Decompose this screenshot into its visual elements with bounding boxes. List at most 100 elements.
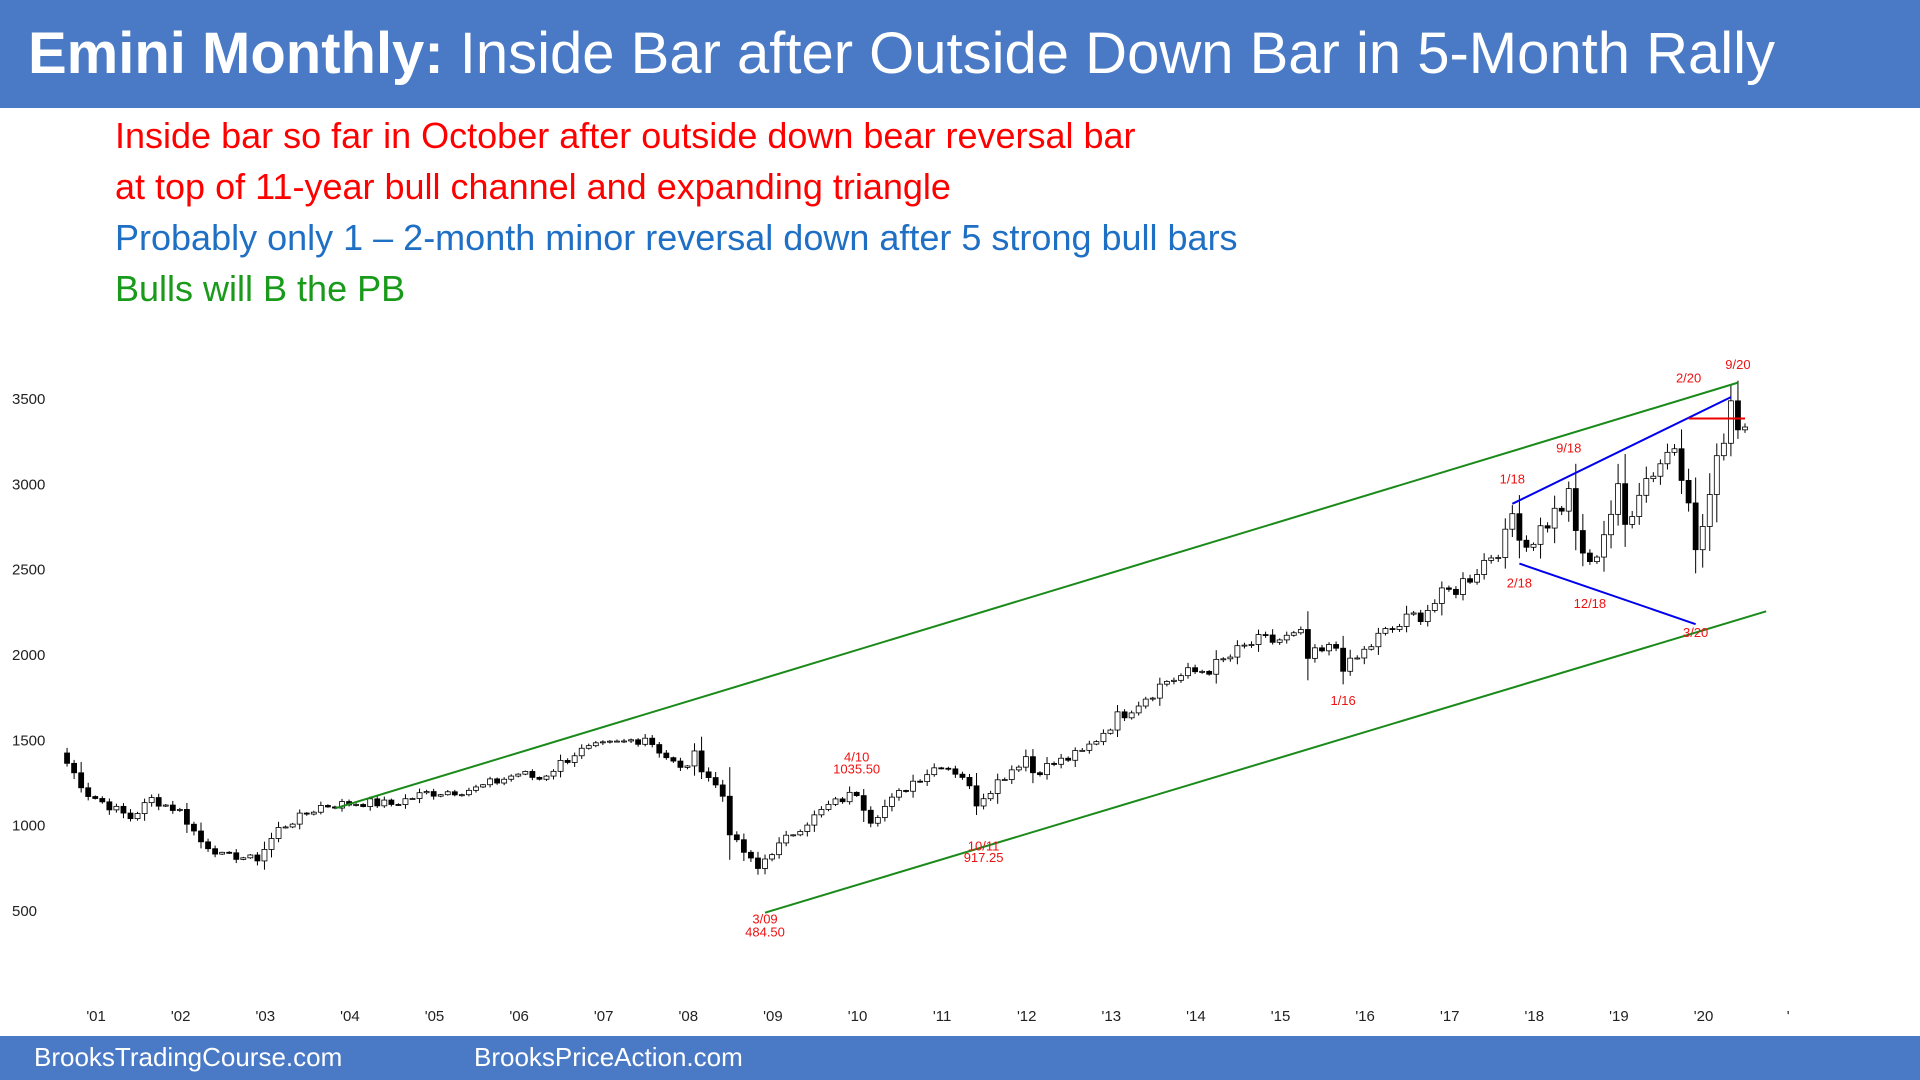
candle-body xyxy=(994,779,1001,794)
candle-body xyxy=(853,791,860,797)
candle-body xyxy=(1523,539,1530,548)
candle-body xyxy=(275,827,282,839)
candle-body xyxy=(169,804,176,811)
candle-body xyxy=(1093,741,1100,745)
candle-body xyxy=(1326,644,1332,652)
candle-body xyxy=(832,798,839,805)
annotation-line-2: at top of 11-year bull channel and expan… xyxy=(115,166,951,207)
candle-body xyxy=(1171,679,1177,682)
candle-body xyxy=(543,775,550,780)
chart-annotation-label: 4/10 xyxy=(844,750,869,765)
candle-body xyxy=(599,741,606,744)
candle-body xyxy=(677,760,684,768)
y-tick-label: 3500 xyxy=(12,391,45,408)
candle-body xyxy=(1615,483,1621,515)
candle-body xyxy=(705,771,712,778)
candle-body xyxy=(1297,629,1304,634)
candle-body xyxy=(1030,756,1036,774)
x-tick-label: ' xyxy=(1787,1008,1790,1025)
candle-body xyxy=(1410,612,1417,615)
candle-body xyxy=(1636,494,1643,517)
candle-body xyxy=(769,854,775,860)
candle-body xyxy=(1022,756,1029,768)
candle-body xyxy=(1220,658,1227,661)
candle-body xyxy=(480,784,486,788)
candle-body xyxy=(1361,648,1368,659)
candle-body xyxy=(1051,763,1057,765)
candle-body xyxy=(64,752,70,764)
candle-body xyxy=(1255,634,1262,645)
candle-body xyxy=(874,817,881,824)
candle-body xyxy=(219,851,226,855)
candle-body xyxy=(1403,613,1410,627)
candle-body xyxy=(473,786,479,791)
candle-body xyxy=(402,798,409,805)
candle-body xyxy=(1241,644,1248,647)
y-tick-label: 1000 xyxy=(12,818,45,835)
candle-body xyxy=(896,790,902,798)
candle-body xyxy=(719,784,726,797)
y-tick-label: 2500 xyxy=(12,562,45,579)
candle-body xyxy=(1551,507,1558,529)
candle-body xyxy=(1008,769,1015,780)
x-tick-label: '14 xyxy=(1186,1008,1206,1025)
candle-body xyxy=(592,742,599,747)
footer-left-link[interactable]: BrooksTradingCourse.com xyxy=(34,1042,343,1072)
candle-body xyxy=(755,857,761,869)
candle-body xyxy=(1502,528,1509,558)
candle-body xyxy=(797,831,804,836)
candle-body xyxy=(1586,552,1593,563)
candle-body xyxy=(1699,526,1706,551)
candle-body xyxy=(310,811,317,815)
candle-body xyxy=(931,767,938,776)
candle-body xyxy=(120,805,127,814)
candle-body xyxy=(1438,587,1445,604)
candle-body xyxy=(212,848,219,855)
candle-body xyxy=(825,803,832,810)
footer-right-link[interactable]: BrooksPriceAction.com xyxy=(474,1042,743,1072)
candle-body xyxy=(409,798,416,800)
candle-body xyxy=(783,834,790,844)
candle-body xyxy=(1579,530,1586,554)
candle-body xyxy=(1495,557,1502,559)
candle-body xyxy=(134,813,141,820)
candle-body xyxy=(1319,647,1325,652)
candle-body xyxy=(1354,657,1361,660)
candle-body xyxy=(416,792,423,799)
candle-body xyxy=(522,771,529,775)
candle-body xyxy=(261,849,268,862)
candle-body xyxy=(1333,644,1339,649)
candle-body xyxy=(1664,451,1671,465)
candle-body xyxy=(1248,644,1255,646)
candle-body xyxy=(1565,488,1572,512)
candle-body xyxy=(71,762,78,774)
candle-body xyxy=(910,780,916,792)
candle-body xyxy=(1671,448,1678,453)
candle-body xyxy=(917,780,924,783)
candle-body xyxy=(691,750,698,767)
candle-body xyxy=(867,809,874,824)
candle-body xyxy=(247,854,254,859)
trendline xyxy=(1511,396,1732,505)
candle-body xyxy=(1445,587,1452,590)
candle-body xyxy=(712,777,719,786)
y-tick-label: 3000 xyxy=(12,476,45,493)
candle-body xyxy=(1396,626,1403,630)
x-tick-label: '04 xyxy=(340,1008,360,1025)
candle-body xyxy=(564,760,571,763)
candle-body xyxy=(663,752,670,759)
candle-body xyxy=(1283,634,1290,641)
candle-body xyxy=(198,830,204,843)
candle-body xyxy=(938,767,945,770)
candle-body xyxy=(395,804,402,806)
candle-body xyxy=(1735,400,1741,431)
candle-body xyxy=(1135,705,1142,714)
candle-body xyxy=(790,834,797,837)
candle-body xyxy=(1713,455,1720,495)
chart-annotation-label: 917.25 xyxy=(964,850,1004,865)
candle-body xyxy=(1601,534,1607,558)
candle-body xyxy=(205,841,211,850)
candle-body xyxy=(1706,494,1713,527)
candle-body xyxy=(423,791,430,794)
candle-body xyxy=(1685,480,1692,504)
